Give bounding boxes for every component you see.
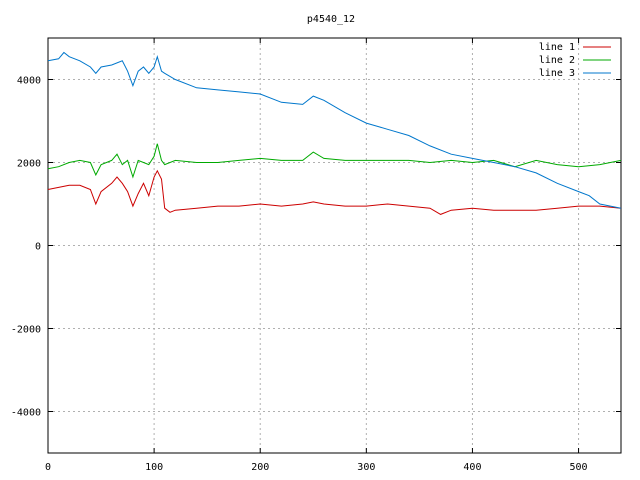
x-axis: 0 100 200 300 400 500 <box>45 38 588 473</box>
series-line-3 <box>47 51 622 209</box>
series-lines <box>47 51 622 215</box>
y-tick-label: 0 <box>35 242 41 253</box>
x-tick-label: 400 <box>463 462 481 473</box>
x-tick-label: 200 <box>251 462 269 473</box>
x-tick-label: 0 <box>45 462 51 473</box>
x-tick-label: 100 <box>145 462 163 473</box>
series-line-2 <box>47 143 622 179</box>
grid <box>48 38 621 453</box>
series-line-1 <box>47 169 622 215</box>
y-tick-label: 4000 <box>17 76 41 87</box>
y-tick-label: 2000 <box>17 159 41 170</box>
legend-label: line 1 <box>539 42 575 53</box>
legend: line 1 line 2 line 3 <box>539 42 611 79</box>
y-axis: -4000 -2000 0 2000 4000 <box>11 76 621 419</box>
x-tick-label: 500 <box>570 462 588 473</box>
legend-label: line 2 <box>539 55 575 66</box>
x-tick-label: 300 <box>357 462 375 473</box>
y-tick-label: -2000 <box>11 325 41 336</box>
legend-label: line 3 <box>539 68 575 79</box>
chart-title: p4540_12 <box>307 14 355 25</box>
y-tick-label: -4000 <box>11 408 41 419</box>
